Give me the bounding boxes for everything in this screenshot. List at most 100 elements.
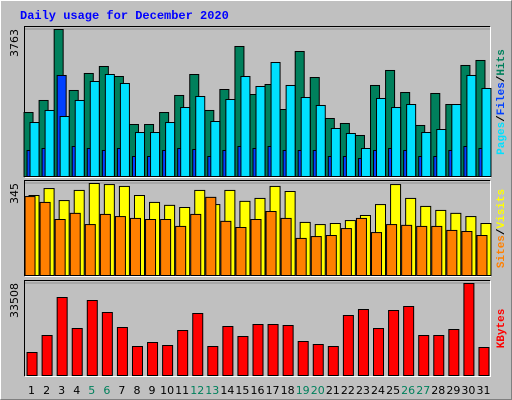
x-tick-label: 31 <box>476 384 490 397</box>
bar <box>207 346 219 376</box>
x-tick-label: 13 <box>205 384 219 397</box>
x-tick-label: 8 <box>133 384 140 397</box>
bar <box>282 324 294 376</box>
bar <box>150 132 161 178</box>
legend-separator: / <box>496 115 508 122</box>
bar <box>165 122 176 177</box>
bar <box>235 227 247 276</box>
bar <box>44 109 55 177</box>
bar <box>315 104 326 177</box>
x-tick-label: 12 <box>190 384 204 397</box>
legend-entry: Hits <box>496 49 508 75</box>
bar <box>160 219 172 276</box>
plot-border-light <box>24 280 491 377</box>
bar <box>250 219 262 276</box>
bar <box>433 335 445 377</box>
legend-separator: / <box>496 75 508 82</box>
x-tick-label: 16 <box>251 384 265 397</box>
bar <box>481 87 492 177</box>
bar <box>295 237 307 276</box>
plot-border-light <box>24 26 491 178</box>
bar <box>237 336 249 376</box>
bar <box>131 346 143 376</box>
bar <box>162 344 174 376</box>
bar <box>99 213 111 276</box>
x-tick-label: 27 <box>416 384 430 397</box>
x-tick-label: 11 <box>175 384 189 397</box>
bar <box>86 300 98 376</box>
bar <box>391 107 402 177</box>
bar <box>418 335 430 377</box>
plot-border-light <box>24 180 491 277</box>
bar <box>71 328 83 377</box>
bar <box>101 312 113 377</box>
bar <box>56 297 68 376</box>
x-tick-label: 25 <box>386 384 400 397</box>
bar <box>436 129 447 177</box>
x-tick-label: 17 <box>266 384 280 397</box>
bar <box>240 75 251 177</box>
bar <box>403 306 415 376</box>
x-tick-label: 6 <box>103 384 110 397</box>
bar <box>252 324 264 377</box>
bar <box>340 228 352 276</box>
y-tick-label: 3763 <box>8 29 21 57</box>
bar <box>342 315 354 377</box>
bar <box>360 147 371 177</box>
plot-border-dark <box>24 280 491 377</box>
x-tick-label: 3 <box>58 384 65 397</box>
x-tick-label: 18 <box>281 384 295 397</box>
chart-title: Daily usage for December 2020 <box>20 9 229 23</box>
bar <box>205 196 217 276</box>
x-tick-label: 15 <box>235 384 249 397</box>
bar <box>300 97 311 177</box>
bar <box>478 347 490 377</box>
bar <box>330 127 341 178</box>
legend: Sites/Visits <box>496 189 508 268</box>
bar <box>310 236 322 276</box>
bar <box>39 201 51 276</box>
legend-separator: / <box>496 228 508 235</box>
bar <box>446 229 458 276</box>
bar <box>225 99 236 177</box>
bar <box>312 343 324 377</box>
bar <box>401 224 413 277</box>
bar <box>285 84 296 177</box>
bar <box>345 132 356 177</box>
x-tick-label: 4 <box>73 384 80 397</box>
bar <box>195 95 206 177</box>
bar <box>177 330 189 376</box>
x-tick-label: 19 <box>296 384 310 397</box>
bar <box>416 225 428 276</box>
bar <box>371 232 383 276</box>
bar <box>180 107 191 177</box>
x-tick-label: 22 <box>341 384 355 397</box>
x-tick-label: 24 <box>371 384 385 397</box>
bar <box>192 313 204 376</box>
bar <box>270 62 281 177</box>
legend-entry: Pages <box>496 122 508 155</box>
bar <box>24 196 36 276</box>
bar <box>297 341 309 376</box>
bar <box>327 346 339 376</box>
bar <box>461 231 473 276</box>
legend: KBytes <box>496 309 508 349</box>
bar <box>129 217 141 276</box>
y-tick-label: 345 <box>8 183 21 204</box>
bar <box>388 310 400 377</box>
bar <box>406 104 417 177</box>
bar <box>280 217 292 276</box>
bar <box>54 219 66 276</box>
bar <box>74 99 85 177</box>
bar <box>59 115 70 177</box>
bar <box>355 217 367 276</box>
bar <box>448 329 460 376</box>
bar <box>29 122 40 177</box>
x-tick-label: 9 <box>149 384 156 397</box>
bar <box>190 213 202 276</box>
legend-entry: Visits <box>496 189 508 229</box>
bar <box>116 327 128 376</box>
bar <box>69 212 81 277</box>
